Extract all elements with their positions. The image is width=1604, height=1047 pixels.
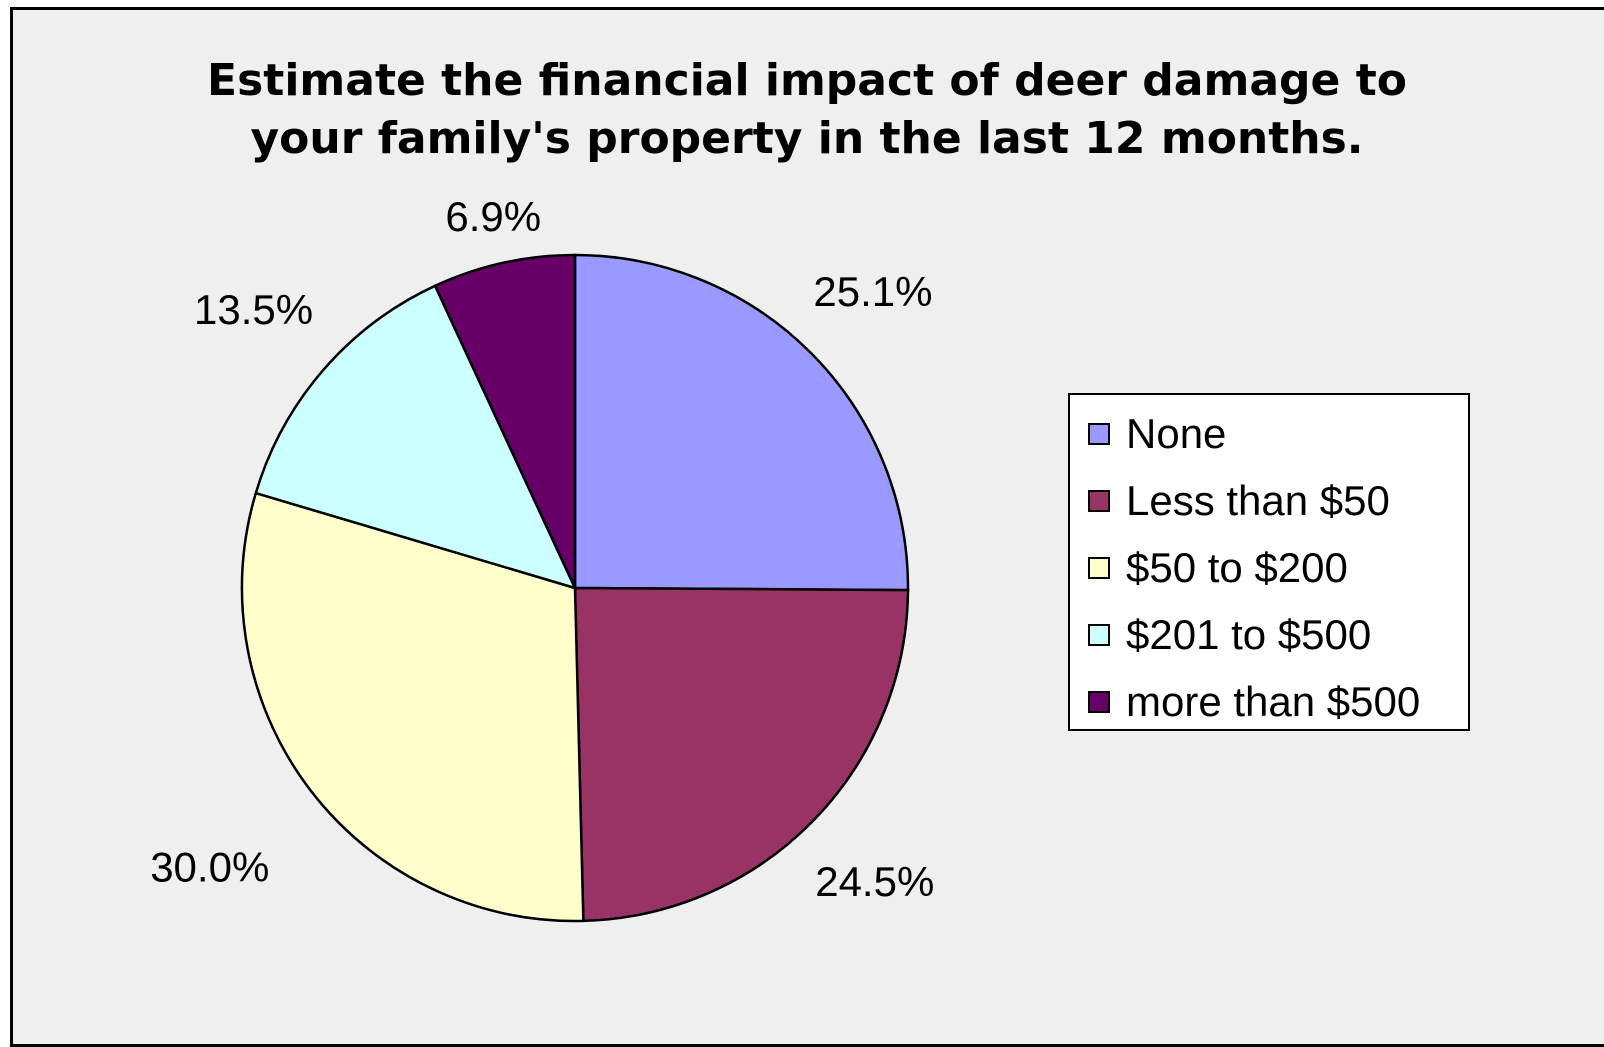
chart-title: Estimate the financial impact of deer da…	[13, 52, 1601, 168]
legend: None Less than $50 $50 to $200 $201 to $…	[1068, 393, 1470, 731]
pie-slice-none	[573, 253, 910, 592]
pie-slice-201-to-500	[254, 284, 578, 590]
data-label: 6.9%	[445, 193, 541, 240]
pie-slice-more-than-500	[433, 253, 577, 589]
legend-item-50-to-200: $50 to $200	[1070, 534, 1468, 601]
legend-item-none: None	[1070, 400, 1468, 467]
data-label: 24.5%	[815, 858, 934, 905]
legend-swatch	[1088, 557, 1110, 579]
legend-label: None	[1126, 410, 1227, 457]
legend-item-201-to-500: $201 to $500	[1070, 601, 1468, 668]
data-label: 13.5%	[194, 286, 313, 333]
legend-label: $50 to $200	[1126, 544, 1348, 591]
legend-item-less-than-50: Less than $50	[1070, 467, 1468, 534]
legend-label: Less than $50	[1126, 477, 1390, 524]
data-label: 30.0%	[150, 844, 269, 891]
chart-title-line-2: your family's property in the last 12 mo…	[250, 113, 1364, 164]
legend-swatch	[1088, 490, 1110, 512]
legend-label: $201 to $500	[1126, 611, 1372, 658]
legend-swatch	[1088, 624, 1110, 646]
legend-swatch	[1088, 423, 1110, 445]
legend-item-more-than-500: more than $500	[1070, 668, 1468, 735]
data-label: 25.1%	[813, 268, 932, 315]
pie-slice-less-than-50	[573, 586, 910, 923]
legend-swatch	[1088, 691, 1110, 713]
chart-title-line-1: Estimate the financial impact of deer da…	[207, 55, 1407, 106]
legend-label: more than $500	[1126, 678, 1421, 725]
pie-slice-50-to-200	[240, 491, 585, 923]
